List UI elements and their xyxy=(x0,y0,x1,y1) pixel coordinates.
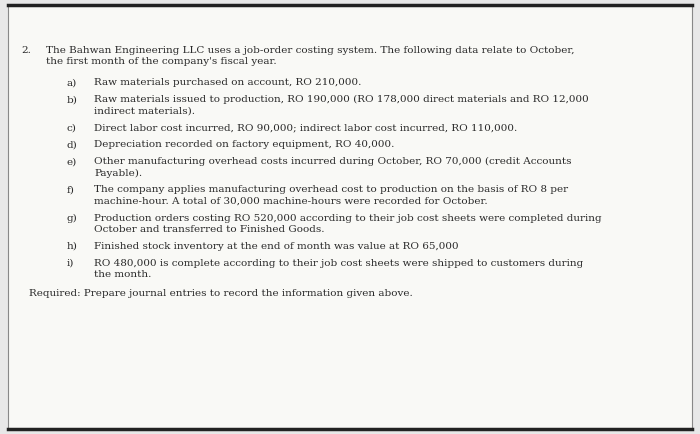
Text: Production orders costing RO 520,000 according to their job cost sheets were com: Production orders costing RO 520,000 acc… xyxy=(94,214,602,223)
Text: i): i) xyxy=(66,259,74,268)
Text: b): b) xyxy=(66,95,78,104)
Text: f): f) xyxy=(66,185,74,194)
Text: the first month of the company's fiscal year.: the first month of the company's fiscal … xyxy=(46,57,276,66)
Text: October and transferred to Finished Goods.: October and transferred to Finished Good… xyxy=(94,225,325,234)
Text: the month.: the month. xyxy=(94,270,152,279)
Text: e): e) xyxy=(66,157,77,166)
Text: indirect materials).: indirect materials). xyxy=(94,106,195,115)
Text: g): g) xyxy=(66,214,77,223)
Text: Payable).: Payable). xyxy=(94,168,143,178)
Text: 2.: 2. xyxy=(21,46,31,55)
Text: Required: Prepare journal entries to record the information given above.: Required: Prepare journal entries to rec… xyxy=(29,289,413,298)
Text: a): a) xyxy=(66,78,77,87)
Text: c): c) xyxy=(66,123,76,132)
Text: Raw materials issued to production, RO 190,000 (RO 178,000 direct materials and : Raw materials issued to production, RO 1… xyxy=(94,95,589,104)
Text: h): h) xyxy=(66,242,78,251)
Text: Other manufacturing overhead costs incurred during October, RO 70,000 (credit Ac: Other manufacturing overhead costs incur… xyxy=(94,157,572,166)
Text: d): d) xyxy=(66,140,77,149)
Text: RO 480,000 is complete according to their job cost sheets were shipped to custom: RO 480,000 is complete according to thei… xyxy=(94,259,584,268)
Text: The Bahwan Engineering LLC uses a job-order costing system. The following data r: The Bahwan Engineering LLC uses a job-or… xyxy=(46,46,574,55)
Text: Raw materials purchased on account, RO 210,000.: Raw materials purchased on account, RO 2… xyxy=(94,78,362,87)
Text: The company applies manufacturing overhead cost to production on the basis of RO: The company applies manufacturing overhe… xyxy=(94,185,568,194)
Text: machine-hour. A total of 30,000 machine-hours were recorded for October.: machine-hour. A total of 30,000 machine-… xyxy=(94,197,488,206)
Text: Finished stock inventory at the end of month was value at RO 65,000: Finished stock inventory at the end of m… xyxy=(94,242,459,251)
Text: Depreciation recorded on factory equipment, RO 40,000.: Depreciation recorded on factory equipme… xyxy=(94,140,395,149)
Text: Direct labor cost incurred, RO 90,000; indirect labor cost incurred, RO 110,000.: Direct labor cost incurred, RO 90,000; i… xyxy=(94,123,518,132)
